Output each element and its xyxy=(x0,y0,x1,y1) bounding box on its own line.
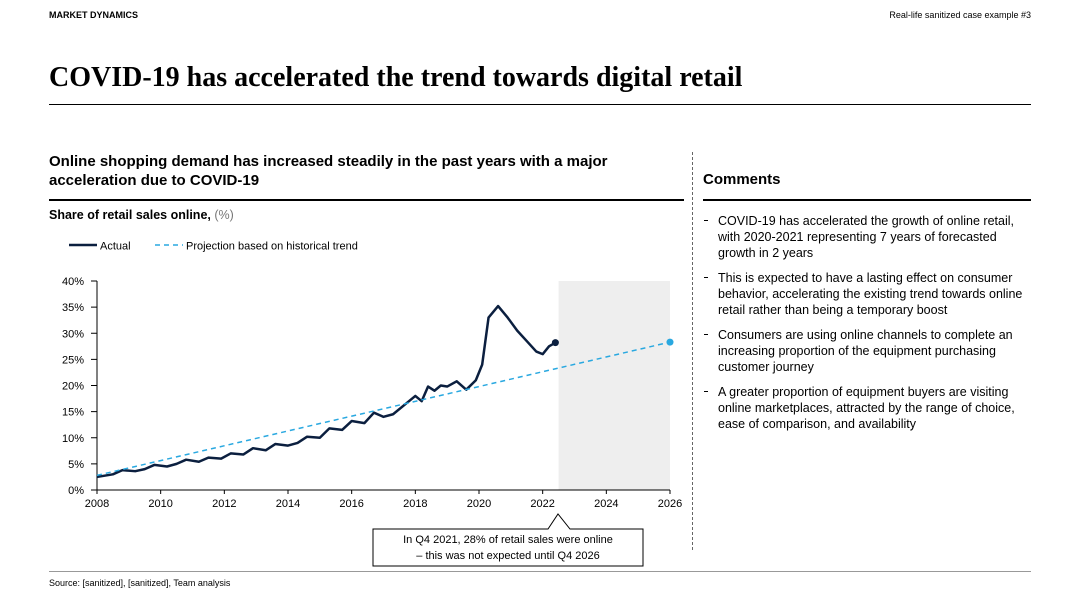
comments-list: COVID-19 has accelerated the growth of o… xyxy=(703,213,1033,441)
divider xyxy=(692,152,693,550)
x-tick-label: 2012 xyxy=(212,498,236,510)
case-label: Real-life sanitized case example #3 xyxy=(889,10,1031,20)
x-tick-label: 2016 xyxy=(339,498,363,510)
legend-label: Actual xyxy=(100,241,131,253)
x-tick-label: 2010 xyxy=(148,498,172,510)
chart-title: Online shopping demand has increased ste… xyxy=(49,153,608,189)
annotation: – this was not expected until Q4 2026 xyxy=(416,550,599,562)
y-tick-label: 0% xyxy=(68,485,84,497)
end-point xyxy=(666,338,674,346)
section-label: MARKET DYNAMICS xyxy=(49,10,138,20)
x-tick-label: 2024 xyxy=(594,498,618,510)
x-tick-label: 2018 xyxy=(403,498,427,510)
end-point xyxy=(551,339,559,347)
source: Source: [sanitized], [sanitized], Team a… xyxy=(49,578,231,588)
annotation: In Q4 2021, 28% of retail sales were onl… xyxy=(403,534,613,546)
comment: COVID-19 has accelerated the growth of o… xyxy=(703,213,1033,261)
comments-title: Comments xyxy=(703,171,781,188)
y-tick-label: 30% xyxy=(62,328,84,340)
y-label: Share of retail sales online, xyxy=(49,208,211,222)
y-tick-label: 5% xyxy=(68,459,84,471)
y-tick-label: 40% xyxy=(62,276,84,288)
y-tick-label: 10% xyxy=(62,433,84,445)
callout-box xyxy=(372,513,644,567)
comment: This is expected to have a lasting effec… xyxy=(703,270,1033,318)
forecast-shade xyxy=(558,281,670,490)
x-tick-label: 2014 xyxy=(276,498,300,510)
y-tick-label: 35% xyxy=(62,302,84,314)
y-tick-label: 20% xyxy=(62,381,84,393)
y-tick-label: 15% xyxy=(62,407,84,419)
y-axis-title: Share of retail sales online, (%) xyxy=(49,208,234,222)
x-tick-label: 2026 xyxy=(658,498,682,510)
x-tick-label: 2022 xyxy=(530,498,554,510)
x-tick-label: 2008 xyxy=(85,498,109,510)
rule xyxy=(49,199,684,201)
title-rule xyxy=(49,104,1031,105)
legend-label: Projection based on historical trend xyxy=(186,241,358,253)
series-line xyxy=(96,341,671,477)
footer-rule xyxy=(49,571,1031,572)
slide-title: COVID-19 has accelerated the trend towar… xyxy=(49,62,743,93)
series-line xyxy=(96,304,557,479)
rule xyxy=(703,199,1031,201)
x-tick-label: 2020 xyxy=(467,498,491,510)
y-tick-label: 25% xyxy=(62,354,84,366)
y-unit: (%) xyxy=(214,208,234,222)
comment: Consumers are using online channels to c… xyxy=(703,327,1033,375)
comment: A greater proportion of equipment buyers… xyxy=(703,384,1033,432)
